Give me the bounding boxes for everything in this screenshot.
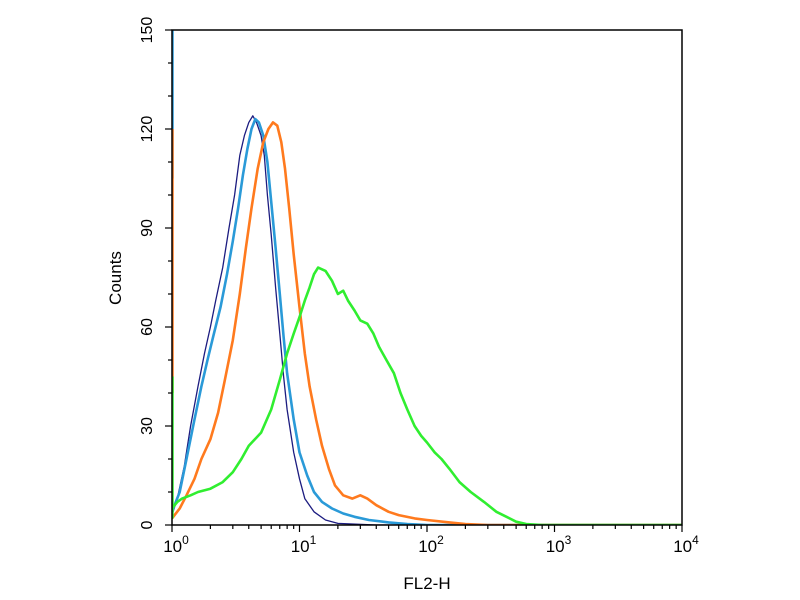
series-line-3 — [172, 266, 682, 525]
y-tick-label: 60 — [139, 318, 156, 336]
x-tick-label: 102 — [418, 533, 444, 556]
y-tick-label: 0 — [139, 520, 156, 529]
y-tick-label: 150 — [139, 17, 156, 44]
x-tick-label: 100 — [163, 533, 189, 556]
ticks-layer: 100 101 102 103 104 0 30 60 90 120 150 — [139, 17, 699, 556]
y-tick-label: 120 — [139, 116, 156, 143]
series-layer — [172, 30, 682, 525]
x-tick-label: 103 — [546, 533, 572, 556]
series-line-1 — [172, 117, 682, 525]
series-line-0 — [172, 115, 682, 525]
y-tick-label: 90 — [139, 219, 156, 237]
x-axis-title: FL2-H — [403, 574, 450, 593]
y-tick-label: 30 — [139, 417, 156, 435]
series-line-2 — [172, 121, 682, 525]
y-axis-title: Counts — [106, 251, 125, 305]
x-tick-label: 104 — [673, 533, 699, 556]
x-tick-label: 101 — [291, 533, 317, 556]
